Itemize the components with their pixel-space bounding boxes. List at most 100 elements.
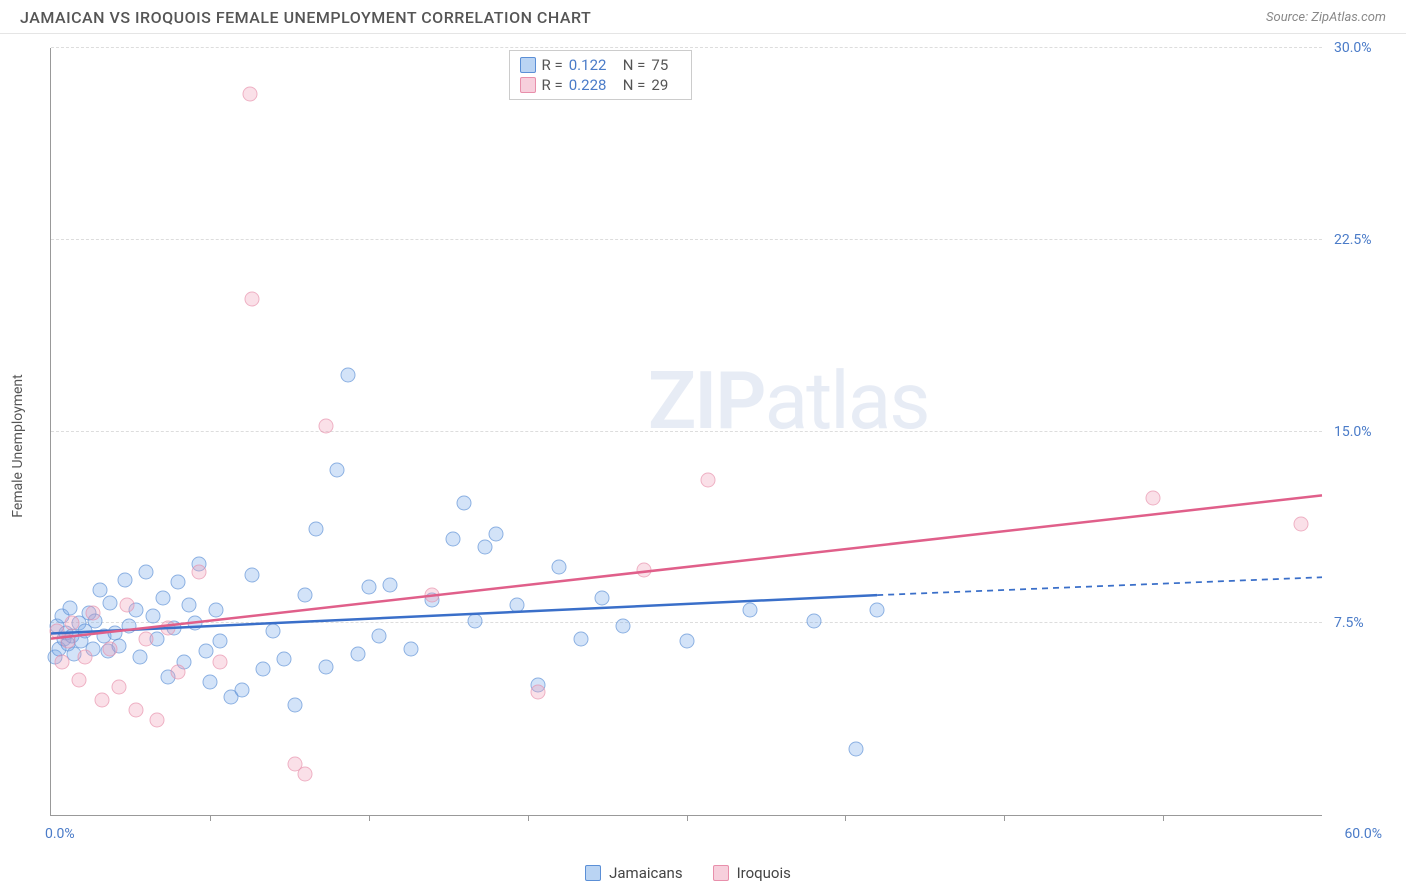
r-label-2: R = xyxy=(542,76,563,94)
data-point xyxy=(340,368,355,383)
legend-swatch-jamaicans-icon xyxy=(585,865,601,881)
data-point xyxy=(77,649,92,664)
data-point xyxy=(573,631,588,646)
data-point xyxy=(552,560,567,575)
data-point xyxy=(319,659,334,674)
data-point xyxy=(92,583,107,598)
x-tick xyxy=(687,815,688,821)
data-point xyxy=(319,419,334,434)
source-attribution: Source: ZipAtlas.com xyxy=(1266,10,1386,25)
x-tick xyxy=(369,815,370,821)
data-point xyxy=(404,641,419,656)
data-point xyxy=(188,616,203,631)
data-point xyxy=(351,646,366,661)
data-point xyxy=(594,590,609,605)
x-tick xyxy=(528,815,529,821)
data-point xyxy=(679,634,694,649)
data-point xyxy=(171,575,186,590)
data-point xyxy=(308,521,323,536)
data-point xyxy=(122,618,137,633)
swatch-jamaicans-icon xyxy=(520,57,536,73)
data-point xyxy=(637,562,652,577)
data-point xyxy=(615,618,630,633)
data-point xyxy=(209,603,224,618)
data-point xyxy=(94,692,109,707)
data-point xyxy=(160,621,175,636)
r-label: R = xyxy=(542,56,563,74)
data-point xyxy=(467,613,482,628)
legend-item-jamaicans: Jamaicans xyxy=(585,864,682,882)
x-axis-min-label: 0.0% xyxy=(45,826,75,842)
data-point xyxy=(192,565,207,580)
data-point xyxy=(111,680,126,695)
data-point xyxy=(213,654,228,669)
data-point xyxy=(120,598,135,613)
n-value-iroquois: 29 xyxy=(651,76,681,94)
plot-canvas: ZIPatlas R = 0.122 N = 75 R = 0.228 N = … xyxy=(50,48,1322,816)
data-point xyxy=(531,685,546,700)
data-point xyxy=(65,616,80,631)
data-point xyxy=(488,526,503,541)
trend-lines xyxy=(51,48,1322,815)
n-label: N = xyxy=(623,56,646,74)
data-point xyxy=(234,682,249,697)
data-point xyxy=(382,577,397,592)
data-point xyxy=(277,652,292,667)
data-point xyxy=(60,634,75,649)
data-point xyxy=(139,565,154,580)
x-axis-max-label: 60.0% xyxy=(1344,826,1382,842)
chart-title: JAMAICAN VS IROQUOIS FEMALE UNEMPLOYMENT… xyxy=(20,8,591,27)
watermark-bold: ZIP xyxy=(648,354,765,448)
data-point xyxy=(243,87,258,102)
data-point xyxy=(86,606,101,621)
plot-area: ZIPatlas R = 0.122 N = 75 R = 0.228 N = … xyxy=(50,48,1390,844)
data-point xyxy=(118,572,133,587)
stats-legend: R = 0.122 N = 75 R = 0.228 N = 29 xyxy=(509,50,693,100)
legend-label-iroquois: Iroquois xyxy=(737,864,791,882)
data-point xyxy=(329,462,344,477)
swatch-iroquois-icon xyxy=(520,77,536,93)
x-tick xyxy=(1163,815,1164,821)
gridline xyxy=(51,239,1322,240)
data-point xyxy=(266,623,281,638)
watermark: ZIPatlas xyxy=(648,354,929,448)
data-point xyxy=(361,580,376,595)
data-point xyxy=(478,539,493,554)
data-point xyxy=(457,496,472,511)
data-point xyxy=(139,631,154,646)
data-point xyxy=(132,649,147,664)
data-point xyxy=(103,641,118,656)
gridline xyxy=(51,622,1322,623)
x-tick xyxy=(845,815,846,821)
data-point xyxy=(181,598,196,613)
data-point xyxy=(149,713,164,728)
gridline xyxy=(51,431,1322,432)
data-point xyxy=(425,588,440,603)
data-point xyxy=(298,588,313,603)
data-point xyxy=(510,598,525,613)
data-point xyxy=(202,675,217,690)
stats-row-jamaicans: R = 0.122 N = 75 xyxy=(520,55,682,75)
data-point xyxy=(743,603,758,618)
n-label-2: N = xyxy=(623,76,646,94)
data-point xyxy=(156,590,171,605)
data-point xyxy=(446,531,461,546)
n-value-jamaicans: 75 xyxy=(651,56,681,74)
y-axis-title: Female Unemployment xyxy=(10,374,26,518)
watermark-light: atlas xyxy=(765,354,929,448)
data-point xyxy=(245,291,260,306)
data-point xyxy=(145,608,160,623)
data-point xyxy=(806,613,821,628)
data-point xyxy=(372,629,387,644)
legend-item-iroquois: Iroquois xyxy=(713,864,791,882)
data-point xyxy=(198,644,213,659)
data-point xyxy=(245,567,260,582)
data-point xyxy=(700,473,715,488)
data-point xyxy=(255,662,270,677)
chart-header: JAMAICAN VS IROQUOIS FEMALE UNEMPLOYMENT… xyxy=(0,0,1406,34)
data-point xyxy=(298,767,313,782)
data-point xyxy=(1293,516,1308,531)
legend-label-jamaicans: Jamaicans xyxy=(609,864,682,882)
data-point xyxy=(103,595,118,610)
data-point xyxy=(54,654,69,669)
